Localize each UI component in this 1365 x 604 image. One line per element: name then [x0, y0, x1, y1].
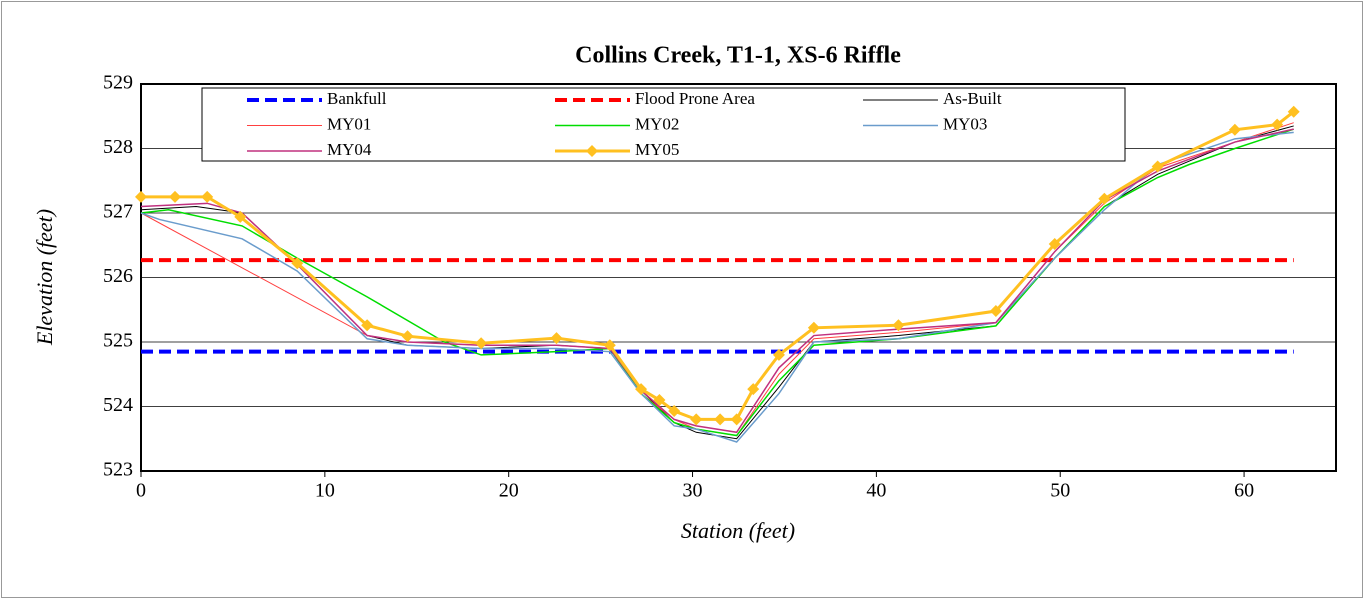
y-tick-label: 528 — [103, 136, 133, 158]
data-point — [201, 190, 214, 203]
data-point — [668, 405, 681, 418]
legend-label: MY01 — [327, 114, 371, 133]
y-tick-label: 527 — [103, 201, 133, 223]
data-point — [714, 413, 727, 426]
legend-label: MY02 — [635, 114, 679, 133]
data-point — [989, 305, 1002, 318]
legend-box — [201, 87, 1126, 162]
data-point — [1048, 237, 1061, 250]
legend-label: Bankfull — [327, 89, 387, 108]
data-point — [1287, 105, 1300, 118]
series-line — [140, 131, 1294, 443]
x-tick-label: 0 — [136, 480, 146, 502]
data-point — [653, 394, 666, 407]
x-tick-label: 20 — [499, 480, 519, 502]
data-point — [361, 319, 374, 332]
data-point — [730, 413, 743, 426]
data-point — [234, 210, 247, 223]
data-point — [1151, 160, 1164, 173]
y-tick-label: 524 — [103, 394, 133, 416]
y-tick-label: 525 — [103, 330, 133, 352]
data-point — [169, 190, 182, 203]
chart-title: Collins Creek, T1-1, XS-6 Riffle — [575, 43, 901, 69]
series-line — [140, 128, 1294, 434]
data-point — [747, 383, 760, 396]
data-point — [892, 319, 905, 332]
x-tick-label: 30 — [683, 480, 703, 502]
plot-frame — [140, 83, 1337, 472]
legend-label: Flood Prone Area — [635, 89, 755, 108]
x-tick-label: 10 — [315, 480, 335, 502]
data-point — [690, 413, 703, 426]
data-point — [772, 348, 785, 361]
data-point — [291, 257, 304, 270]
x-tick-label: 40 — [866, 480, 886, 502]
legend-label: As-Built — [943, 89, 1002, 108]
x-tick-label: 60 — [1234, 480, 1254, 502]
legend-marker — [586, 145, 598, 157]
data-point — [1271, 118, 1284, 131]
y-tick-label: 526 — [103, 265, 133, 287]
data-point — [401, 330, 414, 343]
data-point — [475, 337, 488, 350]
x-axis-label: Station (feet) — [681, 518, 795, 543]
legend-label: MY03 — [943, 114, 987, 133]
y-axis-label: Elevation (feet) — [32, 209, 57, 346]
data-point — [1228, 123, 1241, 136]
data-point — [807, 321, 820, 334]
data-point — [635, 383, 648, 396]
data-point — [1098, 192, 1111, 205]
legend-label: MY05 — [635, 140, 679, 159]
data-point — [135, 190, 147, 203]
data-point — [603, 339, 616, 352]
y-tick-label: 529 — [103, 72, 133, 94]
x-tick-label: 50 — [1050, 480, 1070, 502]
legend-label: MY04 — [327, 140, 372, 159]
y-tick-label: 523 — [103, 459, 133, 481]
data-point — [550, 332, 563, 345]
